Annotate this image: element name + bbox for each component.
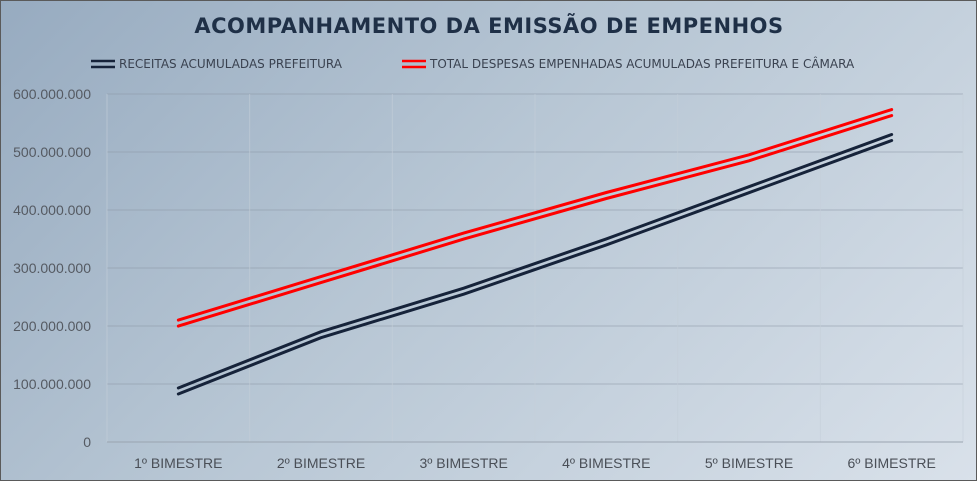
y-tick-label: 400.000.000 [13, 202, 91, 218]
series-line-1-1 [176, 114, 894, 328]
x-tick-label: 5º BIMESTRE [705, 455, 793, 471]
y-tick-label: 0 [83, 434, 91, 450]
y-tick-label: 300.000.000 [13, 260, 91, 276]
series-line-1-0 [176, 108, 894, 322]
y-tick-label: 600.000.000 [13, 86, 91, 102]
y-axis: 0 100.000.000 200.000.000 300.000.000 400.00… [13, 86, 91, 450]
x-tick-label: 1º BIMESTRE [134, 455, 222, 471]
x-axis: 1º BIMESTRE 2º BIMESTRE 3º BIMESTRE 4º BIME… [107, 441, 963, 471]
y-tick-label: 100.000.000 [13, 376, 91, 392]
legend-item-receitas: RECEITAS ACUMULADAS PREFEITURA [91, 57, 343, 71]
y-tick-label: 200.000.000 [13, 318, 91, 334]
x-tick-label: 4º BIMESTRE [562, 455, 650, 471]
series-receitas [176, 133, 894, 396]
x-tick-label: 3º BIMESTRE [419, 455, 507, 471]
legend: RECEITAS ACUMULADAS PREFEITURA TOTAL DES… [91, 56, 855, 71]
y-tick-label: 500.000.000 [13, 144, 91, 160]
legend-item-despesas: TOTAL DESPESAS EMPENHADAS ACUMULADAS PRE… [402, 56, 855, 71]
x-tick-label: 6º BIMESTRE [847, 455, 935, 471]
legend-label-receitas: RECEITAS ACUMULADAS PREFEITURA [119, 57, 343, 71]
series-line-0-0 [176, 133, 894, 390]
series-line-0-1 [176, 139, 894, 396]
x-tick-label: 2º BIMESTRE [277, 455, 365, 471]
series-lines [176, 108, 894, 396]
legend-label-despesas: TOTAL DESPESAS EMPENHADAS ACUMULADAS PRE… [429, 56, 855, 71]
series-despesas [176, 108, 894, 328]
chart-title: ACOMPANHAMENTO DA EMISSÃO DE EMPENHOS [194, 13, 783, 38]
